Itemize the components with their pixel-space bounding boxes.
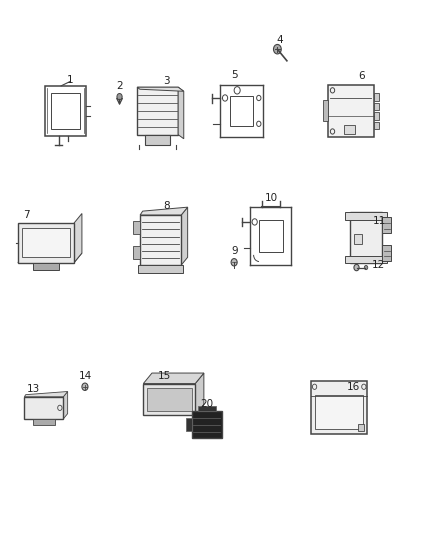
Circle shape — [117, 93, 122, 100]
Bar — [358, 424, 364, 431]
Polygon shape — [25, 392, 67, 397]
Bar — [258, 221, 283, 253]
Bar — [382, 245, 391, 261]
Bar — [346, 256, 387, 263]
Polygon shape — [137, 87, 184, 91]
Polygon shape — [18, 253, 82, 263]
Text: 5: 5 — [231, 70, 237, 80]
Text: 13: 13 — [27, 384, 41, 394]
Bar — [315, 394, 363, 429]
Bar — [18, 223, 74, 263]
Bar — [140, 215, 181, 265]
Bar — [133, 246, 140, 259]
Bar — [328, 85, 374, 137]
Bar — [192, 411, 222, 439]
Polygon shape — [140, 207, 187, 215]
Bar — [145, 135, 170, 145]
Bar — [374, 103, 379, 110]
Circle shape — [273, 44, 281, 54]
Text: 12: 12 — [371, 260, 385, 270]
Text: 11: 11 — [372, 216, 385, 226]
Text: 14: 14 — [78, 371, 92, 381]
Text: 15: 15 — [157, 371, 171, 381]
Bar — [382, 217, 391, 233]
Bar — [45, 86, 86, 136]
Bar — [33, 419, 55, 425]
Polygon shape — [195, 373, 204, 415]
Text: 3: 3 — [163, 76, 170, 86]
Polygon shape — [74, 214, 82, 263]
Polygon shape — [143, 373, 204, 384]
Text: 9: 9 — [232, 246, 238, 256]
Bar — [311, 382, 367, 434]
Text: 2: 2 — [116, 81, 123, 91]
Bar — [137, 87, 178, 135]
Polygon shape — [178, 87, 184, 139]
Bar — [143, 384, 195, 415]
Bar — [25, 397, 64, 419]
Bar — [51, 93, 80, 129]
Circle shape — [82, 383, 88, 391]
Bar — [350, 213, 382, 263]
Bar — [354, 235, 362, 244]
Bar — [138, 265, 184, 272]
Bar — [344, 125, 355, 134]
Bar — [198, 406, 215, 411]
Text: 6: 6 — [358, 71, 365, 81]
Circle shape — [364, 265, 368, 270]
Text: 1: 1 — [67, 75, 73, 85]
Circle shape — [231, 259, 237, 266]
Polygon shape — [181, 207, 187, 265]
Bar — [323, 100, 328, 122]
Bar — [22, 228, 70, 257]
Bar — [147, 388, 192, 411]
Text: 8: 8 — [163, 201, 170, 211]
Polygon shape — [64, 392, 67, 419]
Bar — [230, 96, 253, 126]
Bar — [33, 263, 59, 270]
Bar — [374, 122, 379, 130]
Bar — [346, 213, 387, 220]
Bar — [186, 418, 192, 431]
Text: 10: 10 — [265, 193, 278, 203]
Text: 7: 7 — [23, 209, 30, 220]
Bar — [133, 221, 140, 234]
Circle shape — [354, 264, 359, 271]
Text: 16: 16 — [346, 382, 360, 392]
Text: 4: 4 — [276, 35, 283, 45]
Bar — [374, 93, 379, 101]
Bar — [374, 112, 379, 120]
Text: 20: 20 — [200, 399, 213, 409]
